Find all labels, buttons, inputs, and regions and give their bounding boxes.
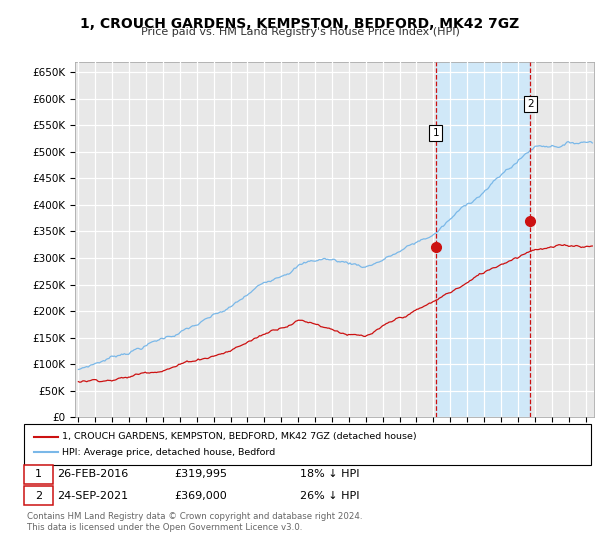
Text: 1, CROUCH GARDENS, KEMPSTON, BEDFORD, MK42 7GZ: 1, CROUCH GARDENS, KEMPSTON, BEDFORD, MK… bbox=[80, 17, 520, 31]
Text: 1, CROUCH GARDENS, KEMPSTON, BEDFORD, MK42 7GZ (detached house): 1, CROUCH GARDENS, KEMPSTON, BEDFORD, MK… bbox=[62, 432, 416, 441]
Text: 24-SEP-2021: 24-SEP-2021 bbox=[57, 491, 128, 501]
Text: Contains HM Land Registry data © Crown copyright and database right 2024.
This d: Contains HM Land Registry data © Crown c… bbox=[27, 512, 362, 532]
Text: 2: 2 bbox=[527, 99, 533, 109]
Text: Price paid vs. HM Land Registry's House Price Index (HPI): Price paid vs. HM Land Registry's House … bbox=[140, 27, 460, 37]
Text: 26% ↓ HPI: 26% ↓ HPI bbox=[300, 491, 359, 501]
Text: HPI: Average price, detached house, Bedford: HPI: Average price, detached house, Bedf… bbox=[62, 448, 275, 457]
Text: 1: 1 bbox=[433, 128, 439, 138]
Text: 26-FEB-2016: 26-FEB-2016 bbox=[57, 469, 128, 479]
Bar bbox=[436, 62, 530, 417]
Text: £319,995: £319,995 bbox=[174, 469, 227, 479]
Text: 1: 1 bbox=[35, 469, 42, 479]
Text: 18% ↓ HPI: 18% ↓ HPI bbox=[300, 469, 359, 479]
Text: 2: 2 bbox=[35, 491, 42, 501]
Text: £369,000: £369,000 bbox=[174, 491, 227, 501]
